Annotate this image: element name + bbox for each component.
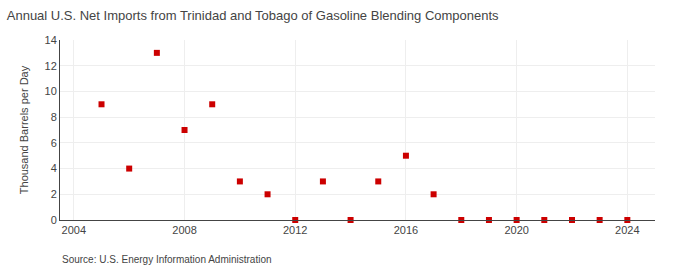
svg-text:2016: 2016 <box>394 224 418 236</box>
svg-text:12: 12 <box>45 60 57 72</box>
svg-text:Source: U.S. Energy Informatio: Source: U.S. Energy Information Administ… <box>62 254 272 265</box>
svg-text:2020: 2020 <box>504 224 528 236</box>
svg-text:10: 10 <box>45 85 57 97</box>
svg-text:6: 6 <box>51 137 57 149</box>
svg-text:14: 14 <box>45 34 57 46</box>
svg-text:Thousand Barrels per Day: Thousand Barrels per Day <box>18 65 30 194</box>
svg-text:2: 2 <box>51 188 57 200</box>
svg-text:2024: 2024 <box>615 224 639 236</box>
svg-text:4: 4 <box>51 162 57 174</box>
svg-text:0: 0 <box>51 214 57 226</box>
svg-text:2004: 2004 <box>62 224 86 236</box>
svg-text:2008: 2008 <box>172 224 196 236</box>
svg-text:2012: 2012 <box>283 224 307 236</box>
svg-text:Annual U.S. Net Imports from T: Annual U.S. Net Imports from Trinidad an… <box>7 8 499 23</box>
svg-text:8: 8 <box>51 111 57 123</box>
